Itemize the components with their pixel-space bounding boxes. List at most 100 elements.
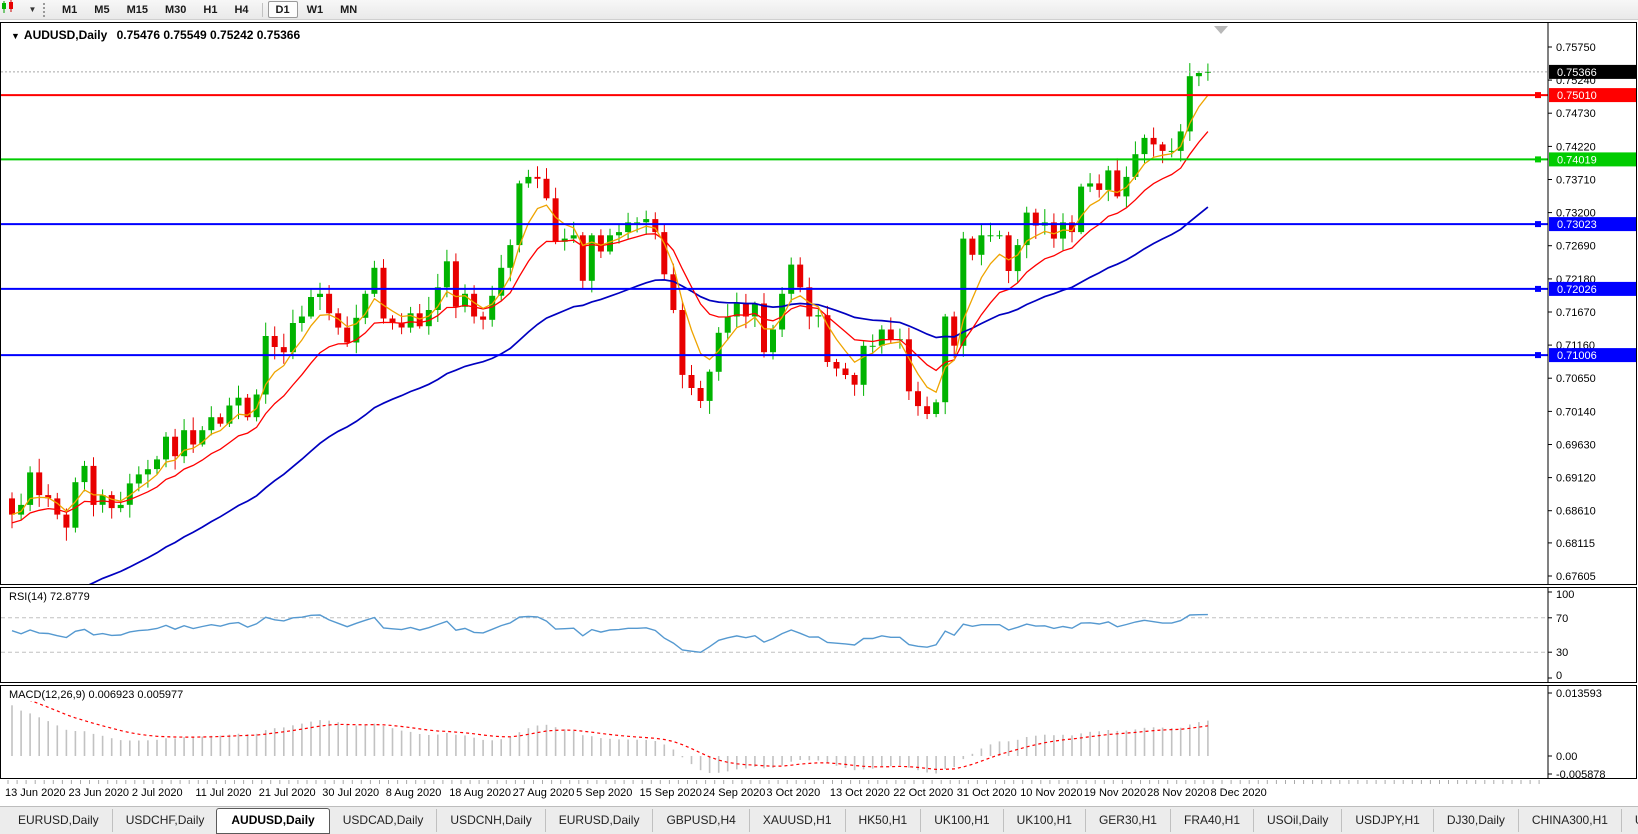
date-label: 5 Sep 2020	[576, 787, 632, 799]
macd-signal-line	[11, 693, 1208, 771]
date-label: 18 Aug 2020	[449, 787, 511, 799]
svg-text:0.73200: 0.73200	[1556, 208, 1596, 220]
date-label: 15 Sep 2020	[640, 787, 702, 799]
timeframe-toolbar: ▼ M1 M5 M15 M30 H1 H4 D1 W1 MN	[0, 0, 1638, 20]
svg-text:0.74220: 0.74220	[1556, 141, 1596, 153]
collapse-icon[interactable]: ▼	[11, 31, 20, 41]
candlestick-chart-icon[interactable]	[2, 0, 25, 18]
chart-tab-xauusd-h1[interactable]: XAUUSD,H1	[748, 809, 845, 832]
timeframe-m30-button[interactable]: M30	[157, 1, 194, 18]
date-label: 8 Aug 2020	[386, 787, 442, 799]
svg-text:0.68115: 0.68115	[1556, 538, 1595, 550]
timeframe-m5-button[interactable]: M5	[86, 1, 117, 18]
chart-tab-uk100-h1[interactable]: UK100,H1	[1002, 809, 1085, 832]
chart-tab-eurusd-daily[interactable]: EURUSD,Daily	[544, 809, 653, 832]
date-label: 23 Jun 2020	[69, 787, 130, 799]
chart-tab-usdchf-daily[interactable]: USDCHF,Daily	[111, 809, 218, 832]
chart-tab-uk100-h1[interactable]: UK100,H1	[920, 809, 1002, 832]
chart-tab-usdjpy-h1[interactable]: USDJPY,H1	[1341, 809, 1432, 832]
svg-text:0.75750: 0.75750	[1556, 42, 1596, 54]
chart-tabs-bar: EURUSD,Daily USDCHF,Daily AUDUSD,Daily USDC…	[0, 806, 1638, 834]
date-label: 30 Jul 2020	[322, 787, 379, 799]
svg-text:0.74730: 0.74730	[1556, 108, 1596, 120]
svg-text:0: 0	[1556, 670, 1562, 682]
date-label: 31 Oct 2020	[957, 787, 1017, 799]
svg-text:0.70140: 0.70140	[1556, 406, 1596, 418]
rsi-panel[interactable]: RSI(14) 72.8779 100 70 30 0	[0, 587, 1637, 683]
ma-fast-line	[11, 94, 1209, 516]
date-label: 13 Jun 2020	[5, 787, 66, 799]
timeframe-mn-button[interactable]: MN	[332, 1, 365, 18]
chart-tab-dj30-daily[interactable]: DJ30,Daily	[1432, 809, 1518, 832]
ohlc-quote: 0.75476 0.75549 0.75242 0.75366	[116, 28, 301, 42]
price-axis-label-0.71006: 0.71006	[1549, 348, 1636, 363]
svg-text:30: 30	[1556, 647, 1568, 659]
price-axis-label-0.73023: 0.73023	[1549, 217, 1636, 232]
macd-histogram	[11, 705, 1209, 774]
chart-shift-marker[interactable]	[1214, 26, 1228, 34]
svg-text:0.75010: 0.75010	[1557, 90, 1597, 102]
date-label: 3 Oct 2020	[766, 787, 820, 799]
date-label: 11 Jul 2020	[195, 787, 251, 799]
price-panel[interactable]: ▼ AUDUSD,Daily 0.75476 0.75549 0.75242 0.…	[0, 22, 1637, 585]
ma-mid-line	[11, 131, 1209, 524]
macd-panel[interactable]: MACD(12,26,9) 0.006923 0.005977 0.013593…	[0, 685, 1637, 779]
chart-tab-usoil-daily[interactable]: USOil,Daily	[1253, 809, 1341, 832]
svg-text:0.73023: 0.73023	[1557, 219, 1597, 231]
chart-tab-usdcnh-daily[interactable]: USDCNH,Daily	[436, 809, 544, 832]
date-label: 22 Oct 2020	[893, 787, 953, 799]
svg-text:0.00: 0.00	[1556, 751, 1577, 763]
chart-tab-eurusd-daily[interactable]: EURUSD,Daily	[18, 813, 99, 827]
svg-text:0.71006: 0.71006	[1557, 350, 1597, 362]
price-axis-label-0.74019: 0.74019	[1549, 152, 1636, 167]
date-label: 27 Aug 2020	[513, 787, 575, 799]
price-axis-label-0.75010: 0.75010	[1549, 88, 1636, 103]
timeframe-d1-button[interactable]: D1	[267, 1, 298, 18]
svg-text:70: 70	[1556, 613, 1568, 625]
chart-tab-fra40-h1[interactable]: FRA40,H1	[1169, 809, 1253, 832]
rsi-line	[11, 613, 1208, 654]
chart-tab-china300-h1[interactable]: CHINA300,H1	[1517, 809, 1621, 832]
chart-tab-ger30-h1[interactable]: GER30,H1	[1084, 809, 1170, 832]
svg-text:0.70650: 0.70650	[1556, 373, 1596, 385]
main-chart-canvas[interactable]: 0.757500.752400.747300.742200.737100.732…	[1, 23, 1636, 584]
chart-tab-hk50-h1[interactable]: HK50,H1	[844, 809, 921, 832]
date-label: 19 Nov 2020	[1084, 787, 1146, 799]
macd-canvas[interactable]: 0.013593 0.00 -0.005878	[1, 686, 1636, 778]
date-label: 21 Jul 2020	[259, 787, 316, 799]
chart-tab-usdcad-daily[interactable]: USDCAD,Daily	[328, 809, 437, 832]
rsi-canvas[interactable]: 100 70 30 0	[1, 588, 1636, 682]
chart-tab-audusd-daily[interactable]: AUDUSD,Daily	[216, 807, 330, 834]
ma-slow-line	[88, 206, 1209, 584]
svg-text:0.69630: 0.69630	[1556, 440, 1596, 452]
price-axis-label-0.72026: 0.72026	[1549, 281, 1636, 296]
date-label: 13 Oct 2020	[830, 787, 890, 799]
symbol-period-label: AUDUSD,Daily	[23, 28, 108, 42]
timeframe-h1-button[interactable]: H1	[195, 1, 225, 18]
svg-text:0.013593: 0.013593	[1556, 688, 1602, 700]
time-axis[interactable]: 13 Jun 2020 23 Jun 2020 2 Jul 2020 11 Jul 2…	[0, 780, 1637, 804]
timeframe-h4-button[interactable]: H4	[226, 1, 256, 18]
timeframe-buttons: M1 M5 M15 M30 H1 H4 D1 W1 MN	[54, 1, 365, 18]
chart-tab-usoil-h1[interactable]: USOil,H1	[1620, 809, 1638, 832]
timeframe-m15-button[interactable]: M15	[119, 1, 156, 18]
macd-label: MACD(12,26,9) 0.006923 0.005977	[7, 689, 186, 701]
svg-text:0.68610: 0.68610	[1556, 506, 1596, 518]
svg-text:0.71670: 0.71670	[1556, 307, 1596, 319]
rsi-label: RSI(14) 72.8779	[7, 591, 92, 603]
chart-tab-gbpusd-h4[interactable]: GBPUSD,H4	[652, 809, 748, 832]
svg-text:0.67605: 0.67605	[1556, 571, 1596, 583]
toolbar-grip[interactable]	[43, 2, 48, 17]
timeframe-w1-button[interactable]: W1	[299, 1, 332, 18]
chevron-down-icon[interactable]: ▼	[26, 1, 39, 18]
svg-text:100: 100	[1556, 589, 1574, 601]
price-axis-label-0.75366: 0.75366	[1549, 64, 1636, 79]
svg-text:0.72690: 0.72690	[1556, 241, 1596, 253]
candles	[9, 63, 1211, 541]
svg-text:0.69120: 0.69120	[1556, 473, 1596, 485]
toolbar-separator	[261, 2, 263, 17]
svg-text:0.74019: 0.74019	[1557, 154, 1597, 166]
chart-window: ▼ AUDUSD,Daily 0.75476 0.75549 0.75242 0.…	[0, 20, 1638, 806]
timeframe-m1-button[interactable]: M1	[54, 1, 85, 18]
